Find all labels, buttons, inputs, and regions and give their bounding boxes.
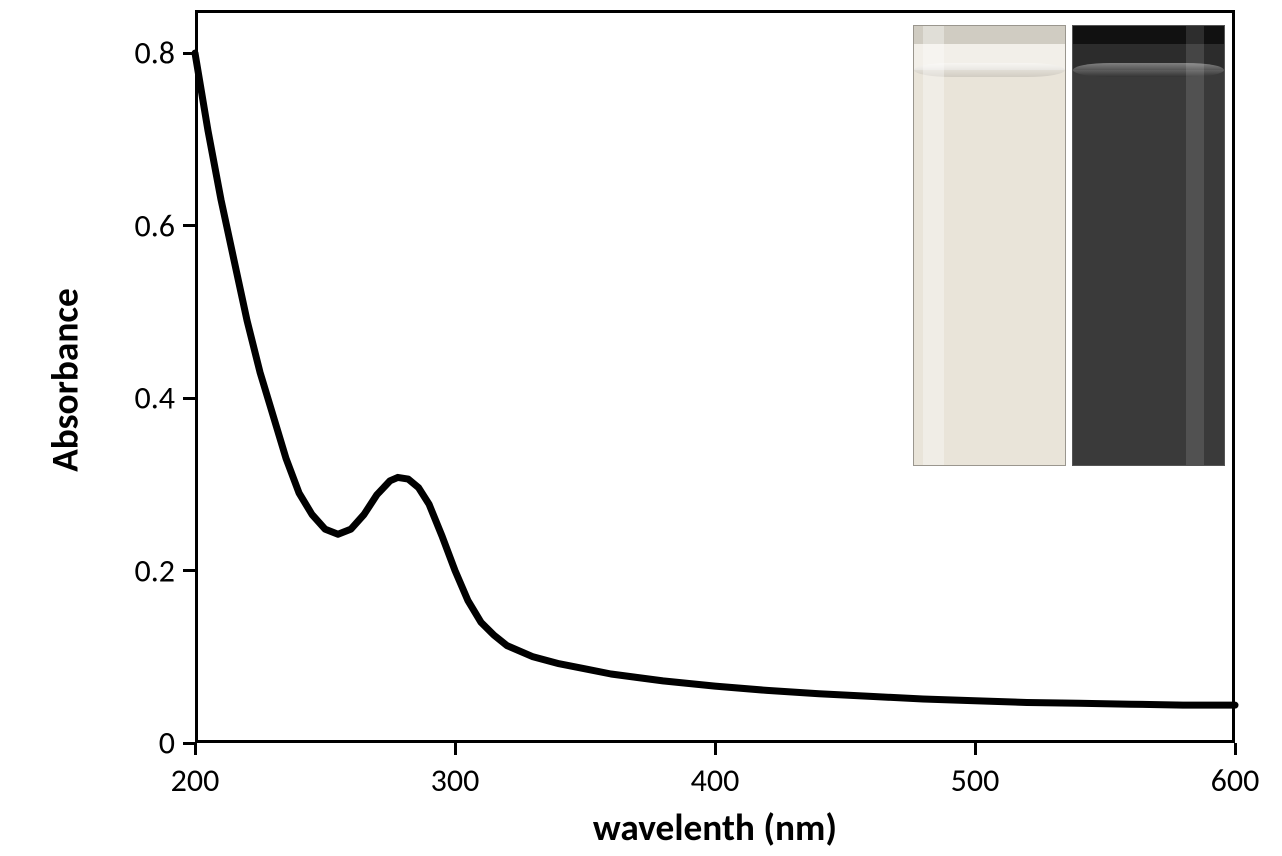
x-tick-label: 200 <box>171 761 220 800</box>
x-tick-label: 300 <box>431 761 480 800</box>
cuvette-dark <box>1072 25 1225 467</box>
y-axis-title: Absorbance <box>42 13 88 746</box>
cuvette-highlight <box>1186 26 1204 466</box>
inset-photos <box>913 25 1225 465</box>
cuvette-highlight <box>923 26 944 466</box>
x-tick-label: 600 <box>1211 761 1260 800</box>
x-tick-label: 500 <box>951 761 1000 800</box>
absorbance-chart: 200300400500600 00.20.40.60.8 Absorbance… <box>40 0 1260 856</box>
x-tick-label: 400 <box>691 761 740 800</box>
cuvette-light <box>913 25 1066 467</box>
x-axis-title: wavelenth (nm) <box>195 805 1235 851</box>
